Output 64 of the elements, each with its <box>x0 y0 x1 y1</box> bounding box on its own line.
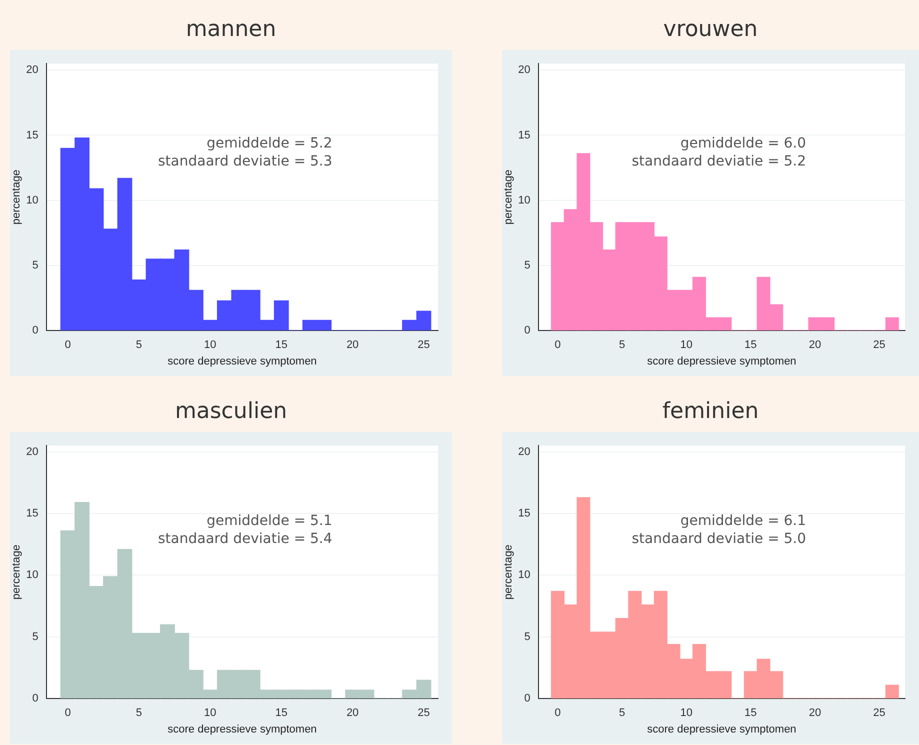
annotation: standaard deviatie = 5.4 <box>158 531 332 548</box>
y-tick-label: 0 <box>524 324 530 337</box>
x-axis-title: score depressieve symptomen <box>168 723 317 736</box>
chart-title: feminien <box>661 398 760 426</box>
chart-title: mannen <box>184 16 278 44</box>
x-tick-label: 20 <box>808 339 822 352</box>
x-tick-label: 0 <box>64 339 71 352</box>
x-tick-label: 5 <box>136 339 142 352</box>
y-tick-label: 5 <box>32 630 38 643</box>
chart-title: vrouwen <box>662 16 759 44</box>
y-tick-label: 10 <box>26 569 38 582</box>
annotation: standaard deviatie = 5.2 <box>632 153 806 170</box>
x-tick-label: 10 <box>204 707 216 720</box>
x-tick-label: 5 <box>618 707 626 720</box>
y-tick-label: 0 <box>32 692 38 705</box>
y-tick-label: 10 <box>518 569 530 582</box>
x-tick-label: 25 <box>873 707 886 720</box>
y-tick-label: 20 <box>26 64 38 76</box>
y-tick-label: 15 <box>518 129 530 142</box>
x-tick-label: 10 <box>680 339 692 352</box>
y-tick-label: 10 <box>26 194 38 206</box>
x-tick-label: 0 <box>554 707 561 720</box>
y-tick-label: 15 <box>26 129 38 142</box>
y-tick-label: 5 <box>32 260 38 272</box>
y-tick-label: 20 <box>518 446 530 458</box>
annotation: gemiddelde = 5.2 <box>206 135 332 152</box>
x-tick-label: 20 <box>346 707 359 720</box>
y-axis-title: percentage <box>502 170 515 225</box>
x-tick-label: 25 <box>418 707 430 720</box>
annotation: gemiddelde = 6.1 <box>680 513 806 530</box>
x-tick-label: 0 <box>64 707 71 720</box>
y-axis-title: percentage <box>10 544 23 600</box>
x-axis-title: score depressieve symptomen <box>647 355 796 368</box>
y-tick-label: 10 <box>518 194 530 206</box>
y-tick-label: 20 <box>518 64 530 76</box>
x-tick-label: 10 <box>680 707 692 720</box>
x-tick-label: 5 <box>136 707 142 720</box>
y-tick-label: 20 <box>26 446 38 458</box>
x-tick-label: 15 <box>744 707 757 720</box>
chart-title: masculien <box>174 398 288 426</box>
x-tick-label: 20 <box>808 707 822 720</box>
x-tick-label: 10 <box>204 339 216 352</box>
y-tick-label: 5 <box>524 260 530 272</box>
y-tick-label: 5 <box>524 630 530 643</box>
x-tick-label: 20 <box>346 339 359 352</box>
annotation: gemiddelde = 6.0 <box>680 135 806 152</box>
x-tick-label: 15 <box>275 707 288 720</box>
y-tick-label: 15 <box>518 508 530 520</box>
x-tick-label: 0 <box>554 339 561 352</box>
y-tick-label: 15 <box>26 508 38 520</box>
y-axis-title: percentage <box>502 544 515 600</box>
x-tick-label: 5 <box>618 339 626 352</box>
x-axis-title: score depressieve symptomen <box>647 723 796 736</box>
annotation: gemiddelde = 5.1 <box>206 513 332 530</box>
y-axis-title: percentage <box>10 170 23 225</box>
y-tick-label: 0 <box>524 692 530 705</box>
y-tick-label: 0 <box>32 324 38 337</box>
annotation: standaard deviatie = 5.0 <box>632 531 806 548</box>
x-tick-label: 25 <box>418 339 430 352</box>
x-tick-label: 15 <box>275 339 288 352</box>
x-axis-title: score depressieve symptomen <box>168 355 317 368</box>
x-tick-label: 25 <box>873 339 886 352</box>
x-tick-label: 15 <box>744 339 757 352</box>
annotation: standaard deviatie = 5.3 <box>158 153 332 170</box>
